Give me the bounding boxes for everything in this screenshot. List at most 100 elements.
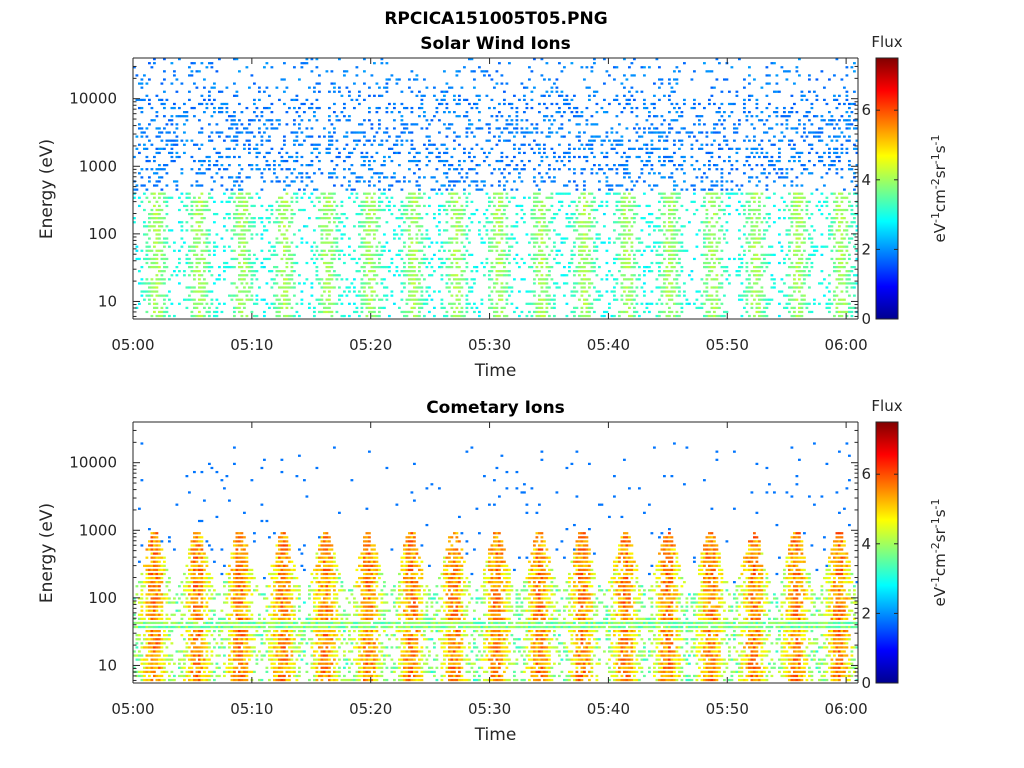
spectrogram-cell bbox=[390, 290, 394, 293]
spectrogram-cell bbox=[378, 123, 381, 126]
spectrogram-cell bbox=[435, 225, 439, 228]
spectrogram-cell bbox=[485, 192, 489, 195]
spectrogram-cell bbox=[245, 274, 249, 277]
spectrogram-cell bbox=[668, 159, 671, 163]
spectrogram-cell bbox=[563, 192, 566, 195]
spectrogram-cell bbox=[428, 204, 431, 208]
spectrogram-cell bbox=[573, 229, 576, 232]
spectrogram-cell bbox=[420, 241, 424, 244]
spectrogram-cell bbox=[155, 151, 159, 155]
spectrogram-cell bbox=[485, 208, 489, 212]
spectrogram-cell bbox=[715, 241, 719, 244]
spectrogram-cell bbox=[498, 221, 501, 224]
spectrogram-cell bbox=[488, 306, 491, 310]
spectrogram-cell bbox=[605, 151, 609, 155]
spectrogram-cell bbox=[715, 58, 719, 61]
spectrogram-cell bbox=[285, 314, 289, 318]
spectrogram-cell bbox=[665, 249, 669, 252]
spectrogram-cell bbox=[590, 172, 594, 175]
spectrogram-cell bbox=[723, 294, 726, 297]
spectrogram-cell bbox=[135, 249, 139, 252]
spectrogram-cell bbox=[290, 180, 294, 183]
spectrogram-cell bbox=[475, 94, 479, 97]
spectrogram-cell bbox=[458, 229, 461, 232]
spectrogram-cell bbox=[428, 151, 431, 155]
spectrogram-cell bbox=[420, 106, 424, 110]
spectrogram-cell bbox=[673, 229, 676, 232]
spectrogram-cell bbox=[195, 221, 199, 224]
spectrogram-cell bbox=[470, 270, 474, 273]
spectrogram-cell bbox=[738, 237, 741, 240]
spectrogram-cell bbox=[418, 217, 421, 220]
spectrogram-cell bbox=[410, 265, 414, 269]
spectrogram-cell bbox=[535, 217, 539, 220]
spectrogram-cell bbox=[523, 196, 526, 199]
spectrogram-cell bbox=[660, 115, 664, 118]
spectrogram-cell bbox=[188, 249, 191, 252]
spectrogram-cell bbox=[138, 123, 141, 126]
spectrogram-cell bbox=[750, 196, 754, 199]
spectrogram-cell bbox=[465, 131, 469, 134]
spectrogram-cell bbox=[458, 115, 461, 118]
spectrogram-cell bbox=[533, 204, 536, 208]
spectrogram-cell bbox=[533, 58, 536, 61]
spectrogram-cell bbox=[203, 86, 206, 89]
spectrogram-cell bbox=[268, 221, 271, 224]
spectrogram-cell bbox=[623, 94, 626, 97]
spectrogram-cell bbox=[755, 151, 759, 155]
spectrogram-cell bbox=[593, 310, 596, 314]
spectrogram-cell bbox=[450, 253, 454, 256]
spectrogram-cell bbox=[583, 196, 586, 199]
spectrogram-cell bbox=[548, 78, 551, 81]
spectrogram-cell bbox=[678, 249, 681, 252]
spectrogram-cell bbox=[720, 302, 724, 305]
spectrogram-cell bbox=[620, 164, 624, 167]
spectrogram-cell bbox=[453, 286, 456, 289]
spectrogram-cell bbox=[540, 257, 544, 261]
spectrogram-cell bbox=[493, 245, 496, 248]
spectrogram-cell bbox=[393, 274, 396, 277]
spectrogram-cell bbox=[185, 253, 189, 256]
spectrogram-cell bbox=[193, 196, 196, 199]
spectrogram-cell bbox=[720, 90, 724, 93]
spectrogram-cell bbox=[603, 98, 606, 102]
spectrogram-cell bbox=[220, 111, 224, 114]
spectrogram-cell bbox=[413, 306, 416, 310]
spectrogram-cell bbox=[540, 282, 544, 285]
spectrogram-cell bbox=[195, 208, 199, 212]
spectrogram-cell bbox=[415, 78, 419, 81]
spectrogram-cell bbox=[348, 184, 351, 187]
spectrogram-cell bbox=[323, 249, 326, 252]
spectrogram-cell bbox=[148, 159, 151, 163]
spectrogram-cell bbox=[248, 212, 251, 216]
spectrogram-cell bbox=[365, 217, 369, 220]
spectrogram-cell bbox=[193, 306, 196, 310]
spectrogram-cell bbox=[295, 192, 299, 195]
spectrogram-cell bbox=[328, 249, 331, 252]
spectrogram-cell bbox=[705, 237, 709, 240]
spectrogram-cell bbox=[203, 278, 206, 281]
spectrogram-cell bbox=[258, 217, 261, 220]
spectrogram-cell bbox=[300, 62, 304, 65]
spectrogram-cell bbox=[683, 62, 686, 65]
spectrogram-cell bbox=[673, 290, 676, 293]
spectrogram-cell bbox=[490, 147, 494, 150]
spectrogram-cell bbox=[148, 217, 151, 220]
spectrogram-cell bbox=[280, 168, 284, 171]
spectrogram-cell bbox=[363, 221, 366, 224]
spectrogram-cell bbox=[473, 70, 476, 73]
spectrogram-cell bbox=[715, 314, 719, 318]
spectrogram-cell bbox=[410, 274, 414, 277]
spectrogram-cell bbox=[283, 314, 286, 318]
spectrogram-cell bbox=[438, 212, 441, 216]
spectrogram-cell bbox=[250, 217, 254, 220]
spectrogram-cell bbox=[380, 265, 384, 269]
spectrogram-cell bbox=[443, 241, 446, 244]
spectrogram-cell bbox=[455, 208, 459, 212]
spectrogram-cell bbox=[680, 115, 684, 118]
spectrogram-cell bbox=[198, 282, 201, 285]
spectrogram-cell bbox=[648, 233, 651, 236]
spectrogram-cell bbox=[230, 265, 234, 269]
spectrogram-cell bbox=[573, 270, 576, 273]
spectrogram-cell bbox=[378, 225, 381, 228]
